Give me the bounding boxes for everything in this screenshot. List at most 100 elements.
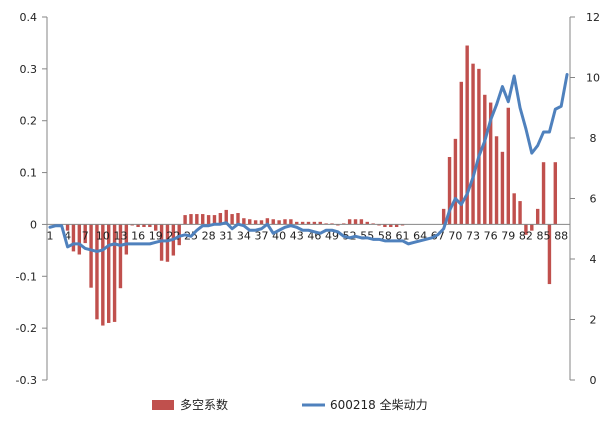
x-tick-label: 34 <box>237 229 251 242</box>
bar-mark <box>195 214 199 225</box>
bar-mark <box>165 224 170 262</box>
bar-mark <box>377 224 381 226</box>
bar-mark <box>400 224 405 226</box>
bar-mark <box>342 223 346 225</box>
bar-mark <box>130 224 134 226</box>
bar-mark <box>230 214 234 225</box>
price-series-line <box>48 72 569 253</box>
bar-mark <box>224 209 228 225</box>
bar-mark <box>101 224 105 326</box>
legend: 多空系数 600218 全柴动力 <box>152 397 428 412</box>
bar-mark <box>312 221 317 225</box>
x-tick-label: 61 <box>396 229 410 242</box>
left-tick-label: 0.2 <box>20 115 38 128</box>
bar-mark <box>306 221 311 225</box>
bar-mark <box>394 224 399 228</box>
bar-mark <box>265 218 270 225</box>
right-tick-label: 12 <box>586 11 600 24</box>
bar-mark <box>518 201 522 225</box>
x-tick-label: 76 <box>484 229 498 242</box>
bar-mark <box>330 223 334 225</box>
bar-mark <box>359 219 364 225</box>
bar-mark <box>259 220 264 225</box>
bar-mark <box>488 102 493 225</box>
x-tick-label: 16 <box>131 229 145 242</box>
bar-mark <box>365 221 369 225</box>
bar-mark <box>136 224 140 228</box>
bar-mark <box>383 224 387 228</box>
bar-mark <box>218 213 223 225</box>
bar-mark <box>124 224 129 255</box>
x-tick-label: 31 <box>219 229 233 242</box>
bar-mark <box>148 224 152 228</box>
x-tick-label: 52 <box>343 229 357 242</box>
legend-swatch-bars <box>152 400 174 410</box>
right-tick-label: 10 <box>586 72 600 85</box>
x-tick-label: 85 <box>537 229 551 242</box>
bar-mark <box>441 208 446 225</box>
x-tick-label: 37 <box>254 229 268 242</box>
x-tick-label: 10 <box>96 229 110 242</box>
bar-mark <box>295 221 299 225</box>
bar-mark <box>89 224 93 288</box>
bar-mark <box>77 224 82 255</box>
bar-mark <box>547 224 552 285</box>
x-tick-label: 70 <box>448 229 462 242</box>
bar-mark <box>118 224 123 289</box>
bar-mark <box>447 157 452 225</box>
bar-mark <box>524 224 528 235</box>
bar-mark <box>112 224 117 322</box>
left-tick-label: -0.3 <box>16 374 37 387</box>
bar-mark <box>465 45 469 225</box>
x-tick-label: 4 <box>64 229 71 242</box>
line-series-group <box>48 72 569 253</box>
x-tick-label: 43 <box>290 229 304 242</box>
bar-mark <box>353 219 358 225</box>
bar-series-group <box>65 45 558 326</box>
bar-mark <box>471 63 475 225</box>
bar-mark <box>283 219 287 225</box>
left-tick-label: 0.3 <box>20 63 38 76</box>
bar-mark <box>107 224 111 323</box>
right-tick-label: 8 <box>590 132 597 145</box>
bar-mark <box>512 193 516 225</box>
x-tick-label: 1 <box>46 229 53 242</box>
bar-mark <box>189 214 193 225</box>
x-tick-label: 88 <box>554 229 568 242</box>
bar-mark <box>483 94 487 225</box>
bar-mark <box>65 224 70 231</box>
legend-label-bars: 多空系数 <box>180 397 228 412</box>
bar-mark <box>347 219 352 225</box>
bar-mark <box>154 224 158 231</box>
bar-mark <box>324 223 328 225</box>
bar-mark <box>71 224 76 252</box>
x-tick-label: 73 <box>466 229 480 242</box>
bar-mark <box>318 221 322 225</box>
bar-mark <box>530 224 534 231</box>
bar-mark <box>494 136 499 225</box>
x-tick-label: 82 <box>519 229 533 242</box>
right-tick-label: 2 <box>590 314 597 327</box>
x-tick-label: 79 <box>501 229 515 242</box>
left-tick-label: -0.2 <box>16 322 37 335</box>
bar-mark <box>541 162 546 225</box>
bar-mark <box>459 81 463 225</box>
x-tick-label: 28 <box>202 229 216 242</box>
bar-mark <box>289 219 293 225</box>
bar-mark <box>336 224 340 226</box>
bar-mark <box>236 213 240 225</box>
bar-mark <box>453 138 458 225</box>
bar-mark <box>500 151 505 225</box>
x-tick-label: 7 <box>82 229 89 242</box>
right-tick-label: 0 <box>590 374 597 387</box>
left-tick-label: -0.1 <box>16 270 37 283</box>
legend-label-line: 600218 全柴动力 <box>330 397 428 412</box>
right-tick-label: 4 <box>590 253 597 266</box>
bar-mark <box>371 223 375 225</box>
bar-mark <box>242 218 246 225</box>
bar-mark <box>253 220 258 225</box>
bar-mark <box>248 219 252 225</box>
